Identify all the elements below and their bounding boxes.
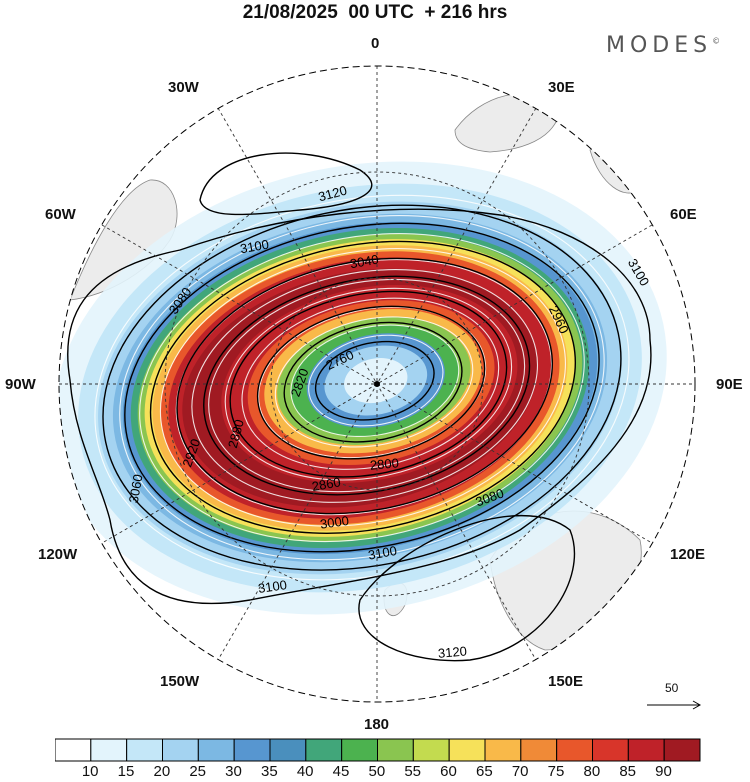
colorbar-tick-label: 80 [583,763,601,780]
colorbar-box [197,738,235,762]
colorbar-tick-label: 20 [153,763,171,780]
colorbar-tick-label: 25 [189,763,207,780]
colorbar-tick-label: 30 [225,763,242,780]
colorbar-box [305,738,343,762]
lon-label-120w: 120W [38,546,78,563]
contour-label: 3120 [317,182,349,204]
colorbar-box [592,738,629,762]
colorbar-tick-label: 75 [547,763,565,780]
colorbar-tick-label: 45 [332,763,350,780]
colorbar-box [448,738,486,762]
contour-label: 3100 [257,577,288,596]
contour-3040 [149,240,576,534]
colorbar-tick-label: 60 [440,763,457,780]
contour-3060 [124,222,600,553]
lon-label-30w: 30W [168,79,199,96]
wind-streamlines [94,194,630,581]
colorbar-box [341,738,379,762]
colorbar-tick-label: 50 [368,763,386,780]
colorbar-box [663,738,701,762]
polar-map: 3120 3100 3080 3060 3040 3000 2960 2920 … [58,65,696,703]
lon-label-30e: 30E [548,79,575,96]
lon-label-60w: 60W [45,206,76,223]
contour-label: 3120 [437,643,467,660]
page-title: 21/08/2025 00 UTC + 216 hrs [242,2,508,23]
colorbar-box [627,738,665,762]
lon-label-150e: 150E [548,673,584,690]
lon-label-150w: 150W [160,673,200,690]
colorbar-box [377,738,414,762]
colorbar-tick-label: 90 [655,763,672,780]
colorbar-box [162,738,199,762]
colorbar-box [269,738,307,762]
colorbar-box [90,738,128,762]
colorbar-tick-label: 65 [476,763,493,780]
colorbar-tick-label: 85 [619,763,637,780]
colorbar-tick-label: 70 [511,763,529,780]
contour-label: 3100 [367,543,398,563]
logo-copyright-mark: © [712,36,721,46]
colorbar-tick-label: 35 [261,763,278,780]
contour-3100 [67,208,652,605]
colorbar-box [484,738,522,762]
logo-text: MODES [606,33,713,58]
lon-label-90w: 90W [5,376,36,393]
colorbar-tick-label: 55 [404,763,422,780]
contour-label: 2860 [311,474,342,494]
contour-label: 3000 [319,513,350,532]
contour-3120-south [358,514,576,662]
contour-label: 3040 [349,252,380,272]
colorbar-tick-label: 40 [296,763,314,780]
colorbar-box [520,738,558,762]
lon-label-120e: 120E [670,546,706,563]
geopotential-contours [67,152,652,662]
contour-3120-north [199,152,373,216]
map-disc [59,66,695,702]
reference-vector-label: 50 [665,681,679,695]
pole-marker [374,381,380,387]
colorbar-box [233,738,271,762]
contour-3000 [176,257,554,515]
colorbar-tick-label: 10 [81,763,99,780]
contour-2920 [229,290,508,478]
contour-2960 [203,275,531,496]
colorbar-box [412,738,450,762]
lon-label-60e: 60E [670,206,697,223]
contour-2820 [283,321,463,443]
lon-label-90e: 90E [716,376,743,393]
colorbar [55,738,701,762]
contour-3080 [102,204,622,571]
contour-2880 [256,305,486,460]
modes-logo: MODES© [606,33,720,58]
lon-label-180: 180 [364,716,390,733]
colorbar-box [55,738,92,762]
lon-label-0: 0 [371,35,380,52]
reference-vector-arrow [647,700,702,710]
colorbar-tick-label: 15 [117,763,135,780]
map-boundary [58,65,696,703]
colorbar-box [556,738,594,762]
contour-label: 2800 [369,455,399,472]
contour-label: 3060 [126,473,146,504]
land-africa [454,93,561,153]
colorbar-box [126,738,163,762]
contour-label: 2880 [225,418,247,450]
contour-label: 3100 [239,237,270,257]
contour-2760 [314,340,435,421]
